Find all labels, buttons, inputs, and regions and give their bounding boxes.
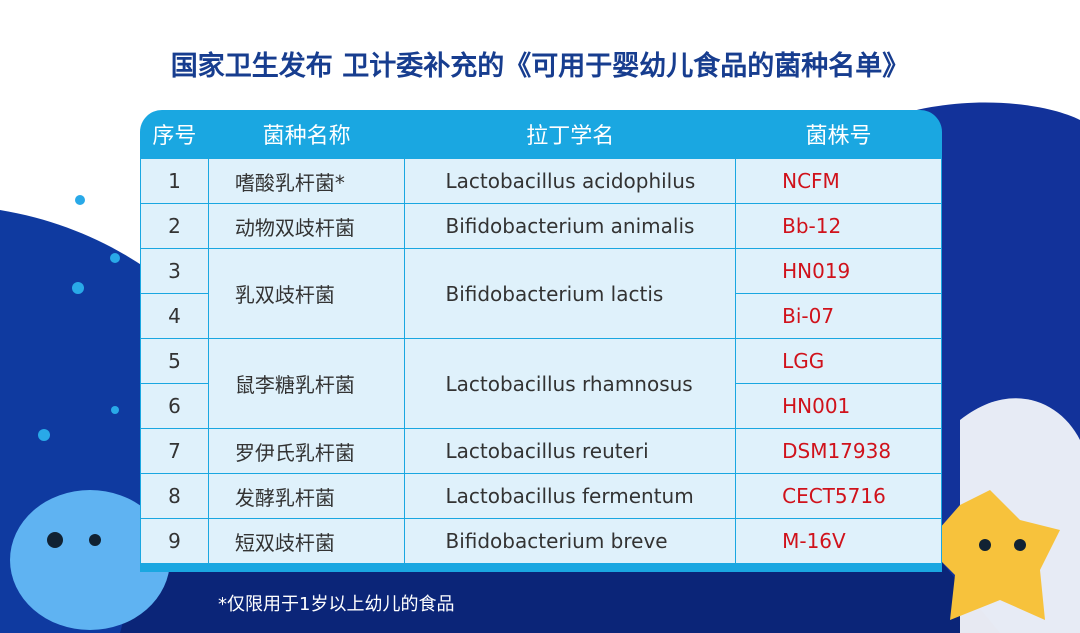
cell-strain: HN019 [735, 248, 942, 294]
header-latin: 拉丁学名 [526, 124, 615, 149]
cell-strain: NCFM [735, 158, 942, 204]
cell-no: 3 [140, 248, 209, 294]
cell-strain: CECT5716 [735, 473, 942, 519]
header-no: 序号 [152, 124, 197, 149]
cell-name: 嗜酸乳杆菌* [207, 158, 406, 204]
cell-no: 1 [140, 158, 209, 204]
cell-latin: Bifidobacterium animalis [404, 203, 737, 249]
header-name: 菌种名称 [262, 124, 351, 149]
cell-name: 动物双歧杆菌 [207, 203, 406, 249]
cell-latin: Lactobacillus reuteri [404, 428, 737, 474]
cell-no: 2 [140, 203, 209, 249]
table-row: 5 鼠李糖乳杆菌 Lactobacillus rhamnosus LGG [140, 338, 942, 429]
table-row: 8 发酵乳杆菌 Lactobacillus fermentum CECT5716 [140, 473, 942, 519]
cell-no: 8 [140, 473, 209, 519]
star-mascot-icon [925, 490, 1060, 620]
cell-no: 7 [140, 428, 209, 474]
table-row: 1 嗜酸乳杆菌* Lactobacillus acidophilus NCFM [140, 158, 942, 204]
table-row: 9 短双歧杆菌 Bifidobacterium breve M-16V [140, 518, 942, 564]
table-row: 6 HN001 [140, 383, 942, 429]
page-title: 国家卫生发布 卫计委补充的《可用于婴幼儿食品的菌种名单》 [170, 51, 910, 82]
cell-strain: Bi-07 [735, 293, 942, 339]
cell-strain: HN001 [735, 383, 942, 429]
cell-name: 发酵乳杆菌 [207, 473, 406, 519]
rabbit-mascot-icon [10, 490, 170, 630]
cell-latin: Bifidobacterium lactis [404, 248, 737, 339]
cell-no: 5 [140, 338, 209, 384]
cell-latin: Lactobacillus rhamnosus [404, 338, 737, 429]
cell-no: 6 [140, 383, 209, 429]
footnote: *仅限用于1岁以上幼儿的食品 [218, 594, 455, 615]
strain-table: 序号 菌种名称 拉丁学名 菌株号 1 嗜酸乳杆菌* Lactobacillus ac… [140, 110, 942, 572]
cell-strain: Bb-12 [735, 203, 942, 249]
cell-strain: LGG [735, 338, 942, 384]
cell-name: 鼠李糖乳杆菌 [207, 338, 406, 429]
table-row: 7 罗伊氏乳杆菌 Lactobacillus reuteri DSM17938 [140, 428, 942, 474]
table-row: 4 Bi-07 [140, 293, 942, 339]
cell-name: 乳双歧杆菌 [207, 248, 406, 339]
cell-no: 4 [140, 293, 209, 339]
cell-strain: DSM17938 [735, 428, 942, 474]
table-row: 3 乳双歧杆菌 Bifidobacterium lactis HN019 [140, 248, 942, 339]
cell-latin: Bifidobacterium breve [404, 518, 737, 564]
table-row: 2 动物双歧杆菌 Bifidobacterium animalis Bb-12 [140, 203, 942, 249]
cell-no: 9 [140, 518, 209, 564]
cell-strain: M-16V [735, 518, 942, 564]
cell-name: 罗伊氏乳杆菌 [207, 428, 406, 474]
cell-latin: Lactobacillus acidophilus [404, 158, 737, 204]
header-strain: 菌株号 [805, 124, 872, 149]
table-header: 序号 菌种名称 拉丁学名 菌株号 [141, 110, 942, 159]
cell-latin: Lactobacillus fermentum [404, 473, 737, 519]
cell-name: 短双歧杆菌 [207, 518, 406, 564]
